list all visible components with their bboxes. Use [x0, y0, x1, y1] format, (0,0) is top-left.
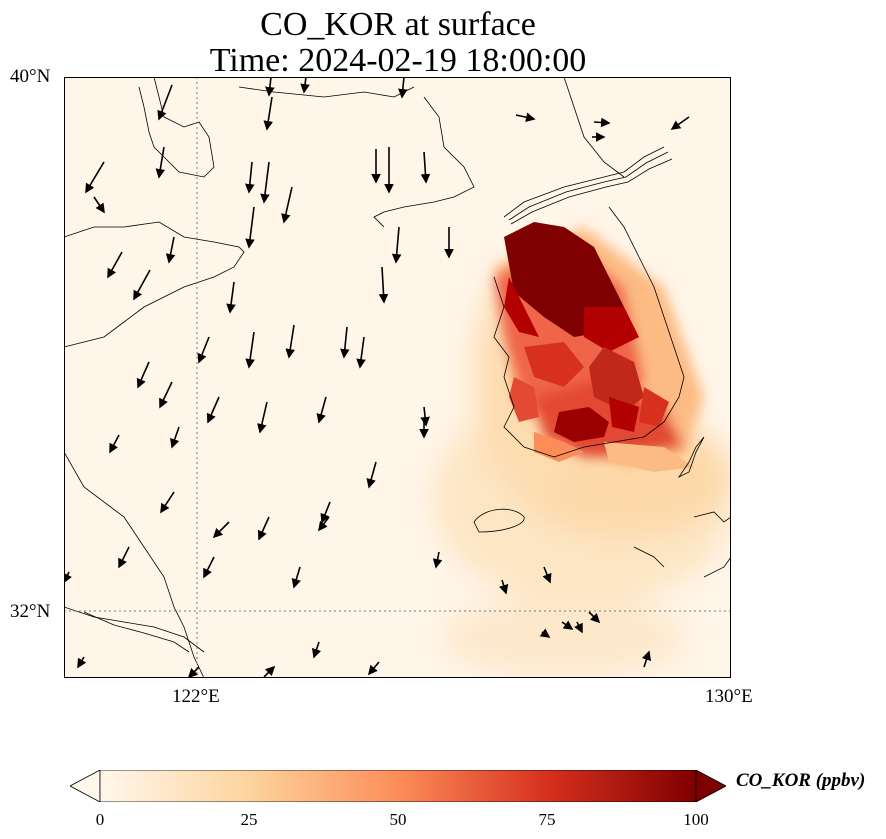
wind-arrow: [93, 196, 105, 214]
wind-arrow: [641, 650, 652, 668]
wind-arrow: [300, 77, 310, 94]
colorbar-max-extend: [695, 770, 726, 802]
wind-arrow: [165, 236, 176, 264]
colorbar-tick-25: 25: [240, 810, 258, 829]
wind-arrow: [515, 112, 536, 122]
wind-arrow: [285, 324, 295, 359]
colorbar-label: CO_KOR (ppbv): [736, 770, 866, 791]
wind-arrow: [260, 161, 270, 204]
wind-arrow: [206, 396, 220, 424]
wind-arrow: [197, 336, 210, 364]
wind-arrow: [160, 491, 175, 514]
wind-arrow: [420, 151, 431, 184]
wind-arrow: [85, 161, 105, 194]
wind-arrow: [77, 656, 87, 669]
wind-arrow: [420, 406, 430, 427]
wind-arrow: [367, 661, 380, 676]
wind-arrow: [398, 77, 408, 99]
wind-arrow: [157, 84, 173, 121]
wind-arrow: [291, 566, 301, 589]
wind-arrow: [588, 611, 601, 624]
map-panel: [64, 77, 731, 678]
wind-arrow: [155, 146, 166, 179]
wind-arrow: [542, 566, 552, 584]
wind-arrow: [593, 117, 611, 128]
lon-label-122: 122°E: [172, 686, 220, 707]
colorbar: [70, 770, 726, 802]
wind-arrow: [159, 381, 173, 409]
wind-arrow: [670, 116, 690, 130]
wind-arrow: [245, 161, 255, 194]
concentration-field: [434, 222, 731, 677]
wind-arrow: [212, 521, 230, 539]
colorbar-tick-0: 0: [95, 810, 105, 829]
wind-arrow: [263, 665, 276, 678]
wind-arrow: [226, 281, 236, 314]
lon-label-130: 130°E: [705, 686, 753, 707]
wind-arrow: [245, 331, 255, 369]
wind-arrow: [356, 336, 366, 369]
map-frame: [64, 77, 731, 678]
wind-arrow: [281, 186, 293, 224]
colorbar-min-extend: [70, 770, 101, 802]
wind-arrow: [257, 401, 268, 434]
colorbar-tick-100: 100: [683, 810, 709, 829]
colorbar-tick-75: 75: [538, 810, 556, 829]
wind-arrow: [499, 579, 509, 595]
map-time-subtitle: Time: 2024-02-19 18:00:00: [209, 42, 587, 79]
colorbar-tick-50: 50: [389, 810, 407, 829]
wind-arrow: [539, 628, 551, 638]
wind-arrow: [170, 426, 180, 449]
wind-arrow: [245, 206, 255, 249]
wind-arrow: [391, 226, 402, 264]
wind-arrow: [187, 666, 200, 678]
wind-arrow: [561, 620, 574, 630]
wind-arrow: [118, 546, 130, 569]
colorbar-gradient: [99, 770, 697, 802]
wind-arrow: [574, 621, 583, 634]
map-title: CO_KOR at surface: [260, 6, 536, 43]
lat-label-40: 40°N: [10, 66, 51, 87]
wind-arrow: [257, 516, 270, 541]
southeast-plume-core: [554, 407, 609, 442]
wind-arrow: [107, 251, 123, 279]
coastlines: [64, 77, 731, 678]
wind-arrow: [316, 396, 327, 424]
wind-arrow: [320, 501, 331, 524]
wind-arrow: [311, 641, 322, 659]
wind-vectors: [64, 77, 690, 678]
lat-label-32: 32°N: [10, 601, 51, 622]
wind-arrow: [378, 266, 389, 304]
wind-arrow: [265, 77, 275, 97]
wind-arrow: [263, 96, 273, 131]
wind-arrow: [340, 326, 350, 359]
wind-arrow: [366, 461, 377, 489]
wind-arrow: [203, 556, 215, 579]
wind-arrow: [133, 269, 151, 301]
wind-arrow: [136, 361, 150, 389]
wind-arrow: [109, 434, 120, 454]
wind-arrow: [432, 551, 443, 569]
